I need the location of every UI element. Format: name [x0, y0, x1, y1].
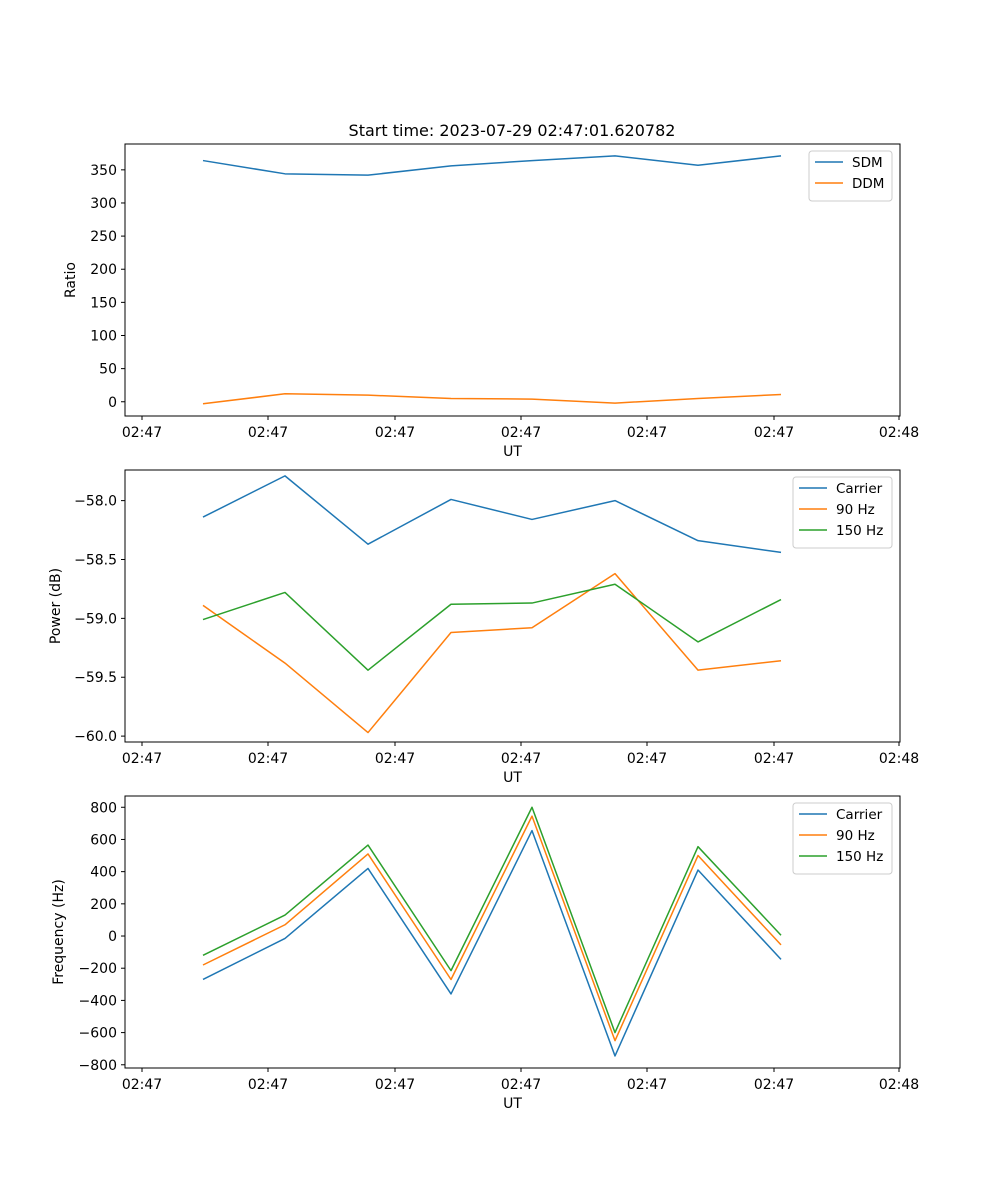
- x-tick-label: 02:47: [248, 1077, 288, 1093]
- legend-label: 150 Hz: [836, 523, 883, 539]
- y-tick-label: −200: [79, 961, 117, 977]
- x-tick-label: 02:47: [122, 425, 162, 441]
- x-tick-label: 02:47: [754, 751, 794, 767]
- y-tick-label: −58.0: [74, 494, 117, 510]
- legend: SDM DDM: [808, 150, 893, 202]
- subplot-1: 0 50 100 150 200 250 300 350 02:47 02:47 02:47 02:4…: [63, 143, 919, 460]
- y-axis-label: Power (dB): [48, 568, 64, 644]
- axes-frame: [124, 469, 901, 743]
- x-tick-label: 02:47: [501, 751, 541, 767]
- x-tick-label: 02:47: [627, 751, 667, 767]
- x-tick-label: 02:47: [754, 425, 794, 441]
- x-axis-label: UT: [503, 444, 522, 460]
- y-tick-label: 800: [90, 800, 117, 816]
- x-tick-label: 02:47: [375, 1077, 415, 1093]
- y-tick-label: −400: [79, 993, 117, 1009]
- legend-label: DDM: [852, 176, 884, 192]
- y-tick-label: 200: [90, 262, 117, 278]
- series-line-90-hz: [202, 815, 782, 1042]
- x-tick-label: 02:47: [375, 425, 415, 441]
- series-line-carrier: [202, 475, 782, 554]
- y-tick-label: 100: [90, 328, 117, 344]
- series-line-150-hz: [202, 583, 782, 671]
- y-tick-label: 350: [90, 163, 117, 179]
- y-axis-label: Frequency (Hz): [51, 879, 67, 985]
- x-tick-label: 02:47: [627, 1077, 667, 1093]
- series-line-90-hz: [202, 572, 782, 734]
- legend-label: Carrier: [836, 807, 883, 823]
- y-tick-label: 0: [108, 395, 117, 411]
- x-tick-label: 02:47: [627, 425, 667, 441]
- x-tick-label: 02:47: [248, 425, 288, 441]
- y-axis-label: Ratio: [63, 262, 79, 298]
- legend-label: 90 Hz: [836, 828, 875, 844]
- x-axis-label: UT: [503, 1096, 522, 1112]
- legend: Carrier 90 Hz 150 Hz: [792, 802, 893, 875]
- x-tick-label: 02:48: [879, 425, 919, 441]
- legend-label: Carrier: [836, 481, 883, 497]
- y-tick-label: 150: [90, 295, 117, 311]
- y-tick-label: 400: [90, 865, 117, 881]
- x-tick-label: 02:48: [879, 751, 919, 767]
- y-tick-label: 600: [90, 832, 117, 848]
- x-tick-label: 02:47: [248, 751, 288, 767]
- x-tick-label: 02:47: [501, 425, 541, 441]
- y-tick-label: 50: [99, 362, 117, 378]
- x-axis-label: UT: [503, 770, 522, 786]
- x-tick-label: 02:47: [754, 1077, 794, 1093]
- subplot-2: −60.0 −59.5 −59.0 −58.5 −58.0 02:47 02:47 02:47…: [48, 469, 919, 786]
- axes-frame: [124, 795, 901, 1069]
- y-tick-label: 300: [90, 196, 117, 212]
- x-tick-label: 02:48: [879, 1077, 919, 1093]
- legend-label: 150 Hz: [836, 849, 883, 865]
- y-tick-label: 200: [90, 897, 117, 913]
- legend: Carrier 90 Hz 150 Hz: [792, 476, 893, 549]
- x-tick-label: 02:47: [375, 751, 415, 767]
- y-tick-label: −59.5: [74, 670, 117, 686]
- x-tick-label: 02:47: [501, 1077, 541, 1093]
- y-tick-label: 0: [108, 929, 117, 945]
- series-line-ddm: [202, 393, 782, 405]
- figure-title: Start time: 2023-07-29 02:47:01.620782: [349, 121, 676, 140]
- subplot-3: −800 −600 −400 −200 0 200 400 600 800 02:47 02:47 0…: [51, 795, 919, 1112]
- legend-label: SDM: [852, 155, 883, 171]
- y-tick-label: −59.0: [74, 611, 117, 627]
- legend-label: 90 Hz: [836, 502, 875, 518]
- series-line-150-hz: [202, 806, 782, 1034]
- y-tick-label: −800: [79, 1058, 117, 1074]
- x-tick-label: 02:47: [122, 751, 162, 767]
- y-tick-label: 250: [90, 229, 117, 245]
- series-line-carrier: [202, 829, 782, 1057]
- axes-frame: [124, 143, 901, 417]
- y-tick-label: −58.5: [74, 552, 117, 568]
- series-line-sdm: [202, 155, 782, 176]
- x-tick-label: 02:47: [122, 1077, 162, 1093]
- y-tick-label: −60.0: [74, 729, 117, 745]
- y-tick-label: −600: [79, 1026, 117, 1042]
- legend-box: [808, 150, 893, 202]
